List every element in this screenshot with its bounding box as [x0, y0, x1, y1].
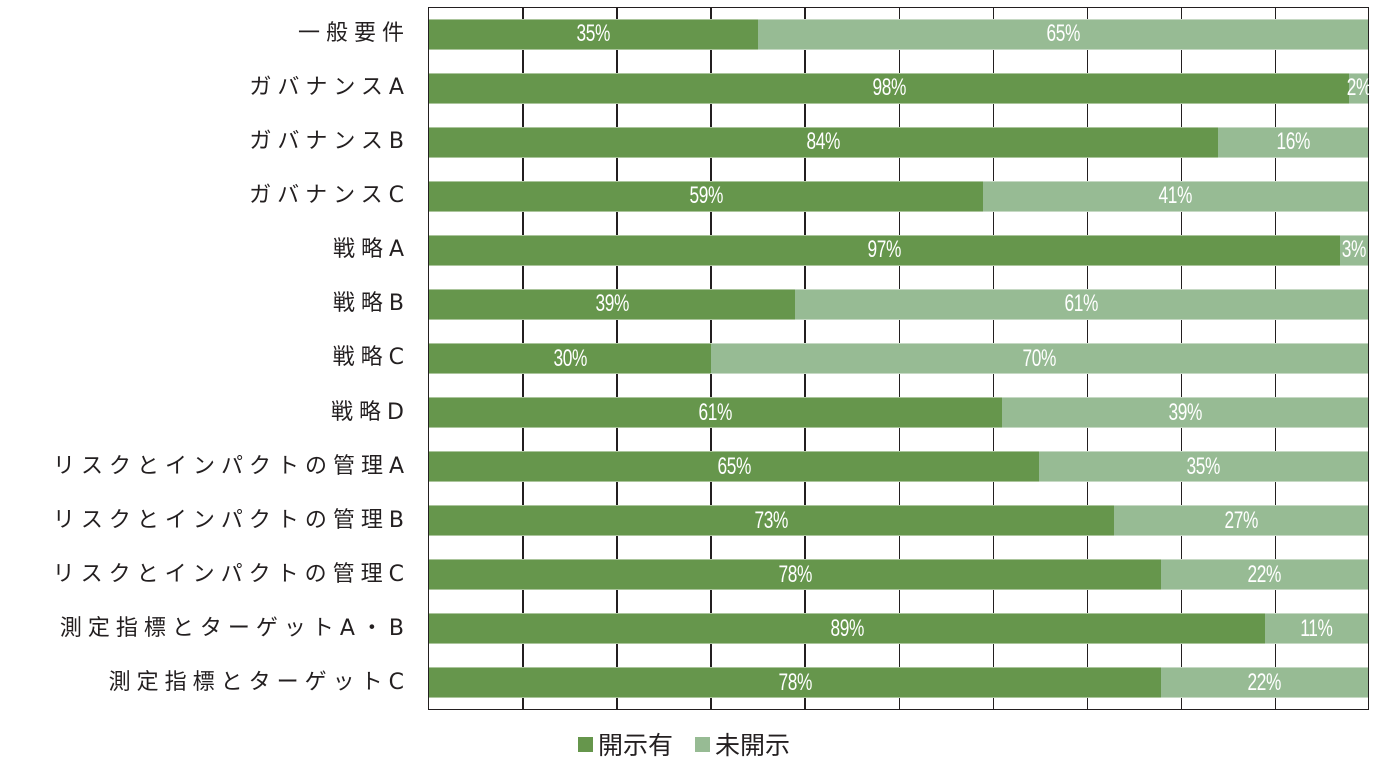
data-label: 2% [1346, 74, 1371, 102]
data-label: 73% [754, 506, 789, 534]
data-label: 65% [1046, 20, 1080, 48]
bar-segment-undisclosed: 35% [1039, 451, 1368, 483]
data-label: 16% [1276, 128, 1310, 156]
data-label: 98% [872, 74, 906, 102]
legend-swatch-disclosed [578, 736, 593, 752]
category-label: リスクとインパクトの管理B [52, 507, 410, 533]
bar-segment-disclosed: 65% [429, 451, 1040, 483]
data-label: 3% [1341, 236, 1367, 264]
data-label: 41% [1158, 182, 1193, 210]
bar-row: 84% 16% [429, 126, 1368, 158]
bar-row: 39% 61% [429, 288, 1368, 320]
bar-segment-disclosed: 73% [429, 505, 1115, 537]
category-label: 測定指標とターゲットC [108, 669, 410, 695]
bar-segment-undisclosed: 70% [710, 343, 1368, 374]
category-label: 戦略D [331, 399, 410, 425]
category-label: リスクとインパクトの管理C [52, 561, 410, 587]
category-label: ガバナンスB [249, 129, 410, 155]
legend-swatch-undisclosed [695, 736, 711, 752]
bar-segment-undisclosed: 22% [1161, 559, 1368, 591]
data-label: 59% [689, 182, 723, 210]
bar-segment-disclosed: 30% [429, 343, 711, 374]
bar-segment-undisclosed: 41% [983, 180, 1368, 212]
data-label: 78% [778, 668, 812, 696]
data-label: 39% [1168, 398, 1202, 426]
category-label: 戦略C [332, 345, 410, 371]
data-label: 11% [1300, 614, 1333, 642]
bar-segment-disclosed: 39% [429, 288, 796, 320]
bar-row: 35% 65% [429, 18, 1368, 50]
bar-segment-disclosed: 97% [429, 234, 1340, 266]
bar-segment-disclosed: 61% [429, 397, 1002, 429]
data-label: 61% [1064, 290, 1099, 318]
category-label: ガバナンスA [249, 75, 410, 101]
data-label: 35% [576, 20, 611, 48]
bar-segment-undisclosed: 39% [1001, 397, 1368, 429]
bar-segment-undisclosed: 27% [1114, 505, 1368, 537]
category-axis-labels: 一般要件 ガバナンスA ガバナンスB ガバナンスC 戦略A 戦略B 戦略C 戦略D リスクとイン… [0, 7, 404, 710]
bar-segment-undisclosed: 11% [1264, 613, 1368, 645]
bar-row: 59% 41% [429, 180, 1368, 212]
bar-row: 65% 35% [429, 451, 1368, 483]
data-label: 22% [1247, 560, 1282, 588]
bar-segment-undisclosed: 16% [1217, 126, 1368, 158]
bar-segment-disclosed: 84% [429, 126, 1218, 158]
bar-segment-disclosed: 78% [429, 667, 1162, 699]
category-label: リスクとインパクトの管理A [52, 453, 410, 479]
data-label: 61% [698, 398, 733, 426]
category-label: 戦略A [332, 237, 410, 263]
bar-segment-disclosed: 59% [429, 180, 983, 212]
data-label: 89% [830, 614, 864, 642]
category-label: ガバナンスC [249, 183, 410, 209]
legend-label-undisclosed: 未開示 [715, 731, 791, 760]
bar-row: 78% 22% [429, 559, 1368, 591]
data-label: 35% [1186, 452, 1221, 480]
bar-segment-disclosed: 35% [429, 18, 758, 50]
plot-area: 35% 65% 98% 2% 84% 16% 59% 41% 97% 3% 39% 61% 30% 70%… [428, 7, 1371, 710]
category-label: 戦略B [332, 291, 410, 317]
data-label: 78% [778, 560, 812, 588]
bar-segment-undisclosed: 65% [757, 18, 1368, 50]
legend-item-disclosed: 開示有 [578, 726, 673, 762]
data-label: 97% [867, 236, 902, 264]
data-label: 22% [1247, 668, 1282, 696]
data-label: 70% [1022, 344, 1057, 372]
bar-row: 73% 27% [429, 505, 1368, 537]
bar-segment-disclosed: 78% [429, 559, 1162, 591]
legend: 開示有 未開示 [578, 726, 812, 762]
bar-row: 98% 2% [429, 72, 1371, 104]
data-label: 30% [553, 344, 587, 372]
data-label: 84% [806, 128, 841, 156]
bar-segment-undisclosed: 22% [1161, 667, 1368, 699]
bar-row: 89% 11% [429, 613, 1368, 645]
bar-segment-disclosed: 89% [429, 613, 1265, 645]
bar-segment-undisclosed: 61% [795, 288, 1368, 320]
data-label: 39% [595, 290, 629, 318]
bar-row: 61% 39% [429, 397, 1368, 429]
bar-row: 30% 70% [429, 343, 1368, 374]
legend-item-undisclosed: 未開示 [695, 726, 790, 762]
data-label: 65% [717, 452, 751, 480]
bar-segment-undisclosed: 2% [1346, 72, 1371, 104]
bar-row: 78% 22% [429, 667, 1368, 699]
bar-row: 97% 3% [429, 234, 1368, 266]
bar-segment-disclosed: 98% [429, 72, 1350, 104]
category-label: 測定指標とターゲットA・B [59, 615, 410, 641]
category-label: 一般要件 [297, 21, 410, 46]
bar-segment-undisclosed: 3% [1339, 234, 1368, 266]
legend-label-disclosed: 開示有 [598, 731, 674, 760]
data-label: 27% [1224, 506, 1258, 534]
